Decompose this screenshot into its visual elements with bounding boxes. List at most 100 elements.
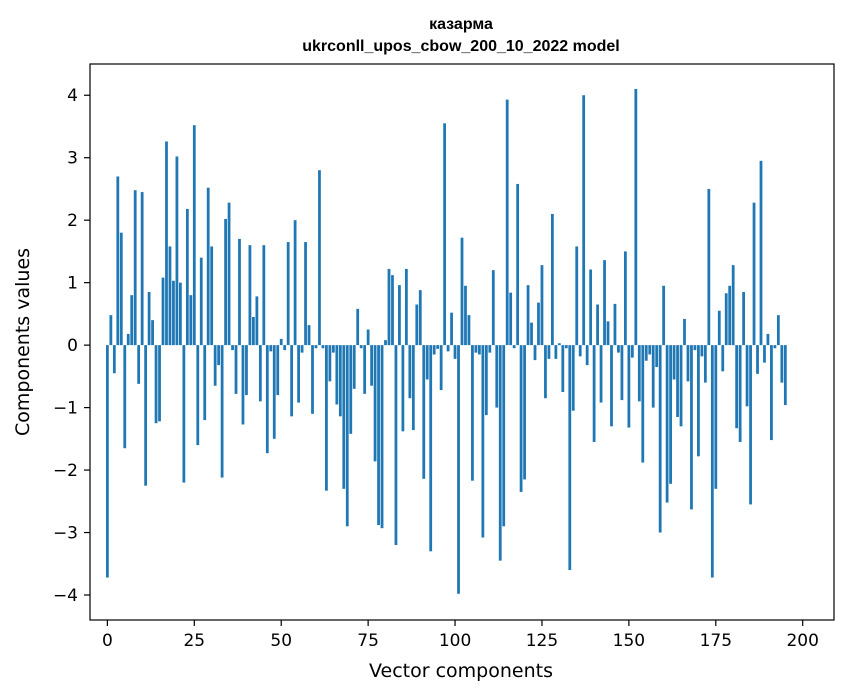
bar-53: [290, 345, 294, 417]
bar-67: [338, 345, 342, 417]
bar-185: [749, 345, 752, 505]
bar-41: [248, 245, 252, 346]
bar-62: [321, 345, 325, 349]
bar-150: [627, 345, 631, 428]
bar-74: [363, 345, 367, 394]
bar-5: [123, 345, 127, 449]
bar-153: [637, 345, 641, 402]
bar-135: [575, 246, 579, 346]
bar-36: [231, 345, 234, 351]
x-tick-label-25: 25: [183, 631, 205, 651]
bar-183: [742, 292, 745, 346]
bar-112: [495, 345, 499, 408]
bar-140: [592, 345, 596, 442]
bar-187: [756, 345, 759, 374]
x-tick-label-125: 125: [526, 631, 558, 651]
bar-4: [119, 232, 123, 346]
bar-83: [394, 345, 398, 546]
bar-66: [335, 345, 339, 405]
bar-16: [161, 277, 165, 346]
bar-195: [783, 345, 787, 406]
bar-49: [276, 345, 280, 396]
bar-12: [147, 292, 151, 346]
bar-60: [314, 345, 318, 349]
bar-34: [224, 218, 227, 346]
bar-51: [283, 345, 287, 351]
bar-126: [544, 345, 547, 399]
bar-151: [630, 345, 634, 358]
bar-125: [540, 265, 544, 346]
bar-78: [377, 345, 380, 526]
bar-81: [387, 268, 391, 346]
bar-138: [585, 345, 589, 366]
bar-10: [140, 192, 144, 346]
bar-30: [210, 246, 214, 346]
bar-21: [179, 282, 182, 346]
bar-120: [523, 345, 526, 480]
bar-71: [352, 345, 356, 389]
bar-189: [763, 345, 766, 363]
bar-162: [669, 345, 672, 484]
bar-163: [672, 345, 676, 380]
bar-92: [425, 345, 429, 380]
bar-100: [453, 345, 457, 359]
x-tick-label-100: 100: [439, 631, 471, 651]
bar-42: [252, 317, 255, 346]
bar-109: [484, 345, 488, 416]
bar-11: [144, 345, 148, 486]
bar-31: [213, 345, 217, 386]
bar-20: [175, 156, 179, 346]
bar-123: [533, 345, 537, 361]
bar-43: [255, 296, 259, 346]
bar-137: [582, 95, 586, 346]
bar-106: [474, 345, 478, 353]
bar-52: [286, 242, 290, 346]
bar-0: [105, 345, 109, 578]
bar-179: [728, 285, 732, 346]
bar-19: [172, 280, 175, 346]
bar-63: [325, 345, 328, 491]
x-tick-label-175: 175: [700, 631, 732, 651]
bar-8: [133, 190, 137, 346]
bar-26: [196, 345, 200, 446]
bar-115: [505, 99, 509, 346]
bar-61: [318, 170, 321, 346]
bar-80: [384, 340, 387, 346]
y-axis-label: Components values: [12, 248, 34, 436]
bar-114: [502, 345, 506, 527]
bar-2: [112, 345, 116, 374]
x-tick-label-150: 150: [613, 631, 645, 651]
bar-148: [620, 345, 624, 401]
bar-58: [307, 325, 311, 346]
bar-122: [530, 322, 533, 346]
bar-97: [443, 123, 447, 346]
bar-190: [766, 333, 770, 346]
bar-182: [738, 345, 742, 442]
bar-139: [589, 269, 593, 346]
bar-44: [258, 345, 262, 402]
bar-54: [293, 220, 297, 346]
bar-35: [227, 202, 231, 346]
bar-50: [279, 338, 283, 346]
bar-155: [644, 345, 648, 361]
bar-117: [512, 345, 516, 349]
bar-110: [488, 345, 492, 353]
bar-144: [606, 321, 610, 346]
bar-56: [300, 345, 304, 353]
x-tick-label-200: 200: [786, 631, 818, 651]
plot-frame: [89, 63, 835, 621]
bar-17: [165, 141, 168, 346]
bar-82: [391, 275, 394, 346]
bar-39: [241, 345, 245, 425]
bar-27: [199, 257, 203, 346]
bar-73: [359, 345, 363, 349]
bar-133: [568, 345, 572, 571]
chart-title-line2: ukrconll_upos_cbow_200_10_2022 model: [302, 38, 619, 55]
bar-152: [634, 88, 638, 346]
bar-107: [477, 345, 481, 355]
bar-101: [457, 345, 460, 594]
bar-154: [641, 345, 645, 463]
bar-75: [366, 329, 370, 346]
bar-105: [471, 345, 474, 481]
